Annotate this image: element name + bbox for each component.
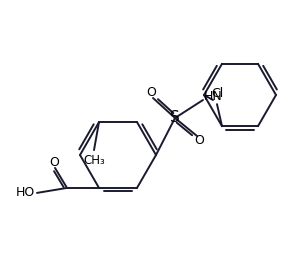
Text: O: O — [194, 135, 204, 148]
Text: HO: HO — [16, 186, 35, 199]
Text: O: O — [146, 87, 156, 100]
Text: O: O — [49, 156, 59, 169]
Text: HN: HN — [204, 90, 223, 103]
Text: Cl: Cl — [211, 87, 223, 100]
Text: CH₃: CH₃ — [83, 154, 105, 167]
Text: S: S — [170, 110, 180, 125]
